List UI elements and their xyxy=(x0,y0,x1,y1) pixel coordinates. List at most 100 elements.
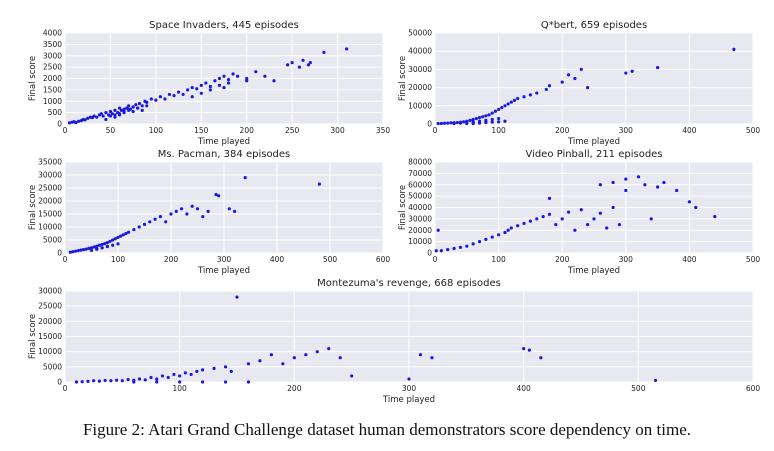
x-tick-label: 600 xyxy=(376,255,391,264)
data-point xyxy=(92,245,96,249)
data-point xyxy=(137,377,142,381)
x-tick-label: 100 xyxy=(111,255,126,264)
x-axis-label: Time played xyxy=(567,137,620,147)
chart-title: Ms. Pacman, 384 episodes xyxy=(158,149,291,160)
data-point xyxy=(503,104,507,108)
data-point xyxy=(145,104,149,108)
data-point xyxy=(662,180,666,185)
y-tick-label: 0 xyxy=(57,378,62,387)
data-point xyxy=(227,207,231,211)
data-point xyxy=(95,244,99,248)
data-point xyxy=(140,108,144,112)
data-point xyxy=(586,222,590,227)
data-point xyxy=(86,379,90,383)
data-point xyxy=(74,121,78,125)
y-tick-label: 40000 xyxy=(408,203,432,212)
x-tick-label: 250 xyxy=(285,126,300,135)
data-point xyxy=(119,234,123,238)
data-point xyxy=(306,63,311,67)
data-point xyxy=(100,242,104,247)
data-point xyxy=(579,208,583,212)
data-point xyxy=(458,121,463,125)
x-axis-label: Time played xyxy=(197,266,250,276)
x-tick-label: 500 xyxy=(323,255,338,264)
x-tick-label: 300 xyxy=(402,384,417,393)
x-tick-label: 200 xyxy=(287,384,302,393)
data-point xyxy=(212,366,216,370)
data-point xyxy=(178,380,182,384)
data-point xyxy=(258,359,262,363)
data-point xyxy=(214,192,218,197)
x-tick-label: 0 xyxy=(63,255,68,264)
data-point xyxy=(246,380,251,384)
data-point xyxy=(185,212,189,216)
data-point xyxy=(436,228,440,232)
data-point xyxy=(442,121,447,125)
x-tick-label: 0 xyxy=(433,255,438,264)
x-tick-label: 100 xyxy=(491,126,506,135)
y-tick-label: 20000 xyxy=(408,226,432,235)
data-point xyxy=(223,365,228,369)
data-point xyxy=(95,247,99,251)
data-point xyxy=(208,84,212,89)
data-point xyxy=(481,115,485,119)
data-point xyxy=(439,249,443,253)
data-point xyxy=(68,250,72,254)
y-tick-label: 10000 xyxy=(38,347,62,356)
data-point xyxy=(497,233,501,237)
data-point xyxy=(338,356,342,360)
data-point xyxy=(516,224,520,228)
data-point xyxy=(223,380,228,384)
data-point xyxy=(446,121,450,125)
data-point xyxy=(113,108,117,112)
data-point xyxy=(176,90,181,94)
x-tick-label: 150 xyxy=(194,126,209,135)
data-point xyxy=(484,114,488,118)
y-tick-label: 2000 xyxy=(43,74,62,83)
data-point xyxy=(190,204,194,208)
y-tick-label: 50000 xyxy=(408,192,432,201)
y-axis-label: Final score xyxy=(398,185,408,230)
y-tick-label: 2500 xyxy=(43,63,62,72)
data-point xyxy=(547,196,552,200)
data-point xyxy=(213,79,217,83)
data-point xyxy=(142,222,147,226)
data-point xyxy=(547,84,552,88)
y-tick-label: 500 xyxy=(48,108,63,117)
data-point xyxy=(108,239,112,243)
data-point xyxy=(497,120,501,124)
data-point xyxy=(490,117,494,122)
data-point xyxy=(195,369,199,373)
data-point xyxy=(675,188,679,193)
data-point xyxy=(713,215,717,219)
y-tick-label: 10000 xyxy=(408,101,432,110)
data-point xyxy=(201,215,205,219)
data-point xyxy=(167,92,172,97)
data-point xyxy=(164,220,168,224)
y-tick-label: 80000 xyxy=(408,158,432,167)
data-point xyxy=(490,235,494,239)
data-point xyxy=(208,88,212,92)
data-point xyxy=(462,120,466,124)
chart-title: Q*bert, 659 episodes xyxy=(541,20,647,31)
data-point xyxy=(497,116,501,121)
y-tick-label: 10000 xyxy=(408,237,432,246)
data-point xyxy=(471,242,475,246)
x-tick-label: 50 xyxy=(106,126,116,135)
data-point xyxy=(105,244,109,249)
data-point xyxy=(554,222,558,227)
data-point xyxy=(199,83,203,87)
data-point xyxy=(120,379,124,383)
data-point xyxy=(158,215,162,219)
y-tick-label: 15000 xyxy=(38,332,62,341)
data-point xyxy=(245,76,249,81)
data-point xyxy=(67,121,72,125)
data-point xyxy=(97,243,102,247)
data-point xyxy=(190,95,194,99)
data-point xyxy=(81,248,86,252)
data-point xyxy=(115,378,119,382)
x-tick-label: 300 xyxy=(619,255,634,264)
data-point xyxy=(111,238,115,242)
data-point xyxy=(317,182,321,186)
